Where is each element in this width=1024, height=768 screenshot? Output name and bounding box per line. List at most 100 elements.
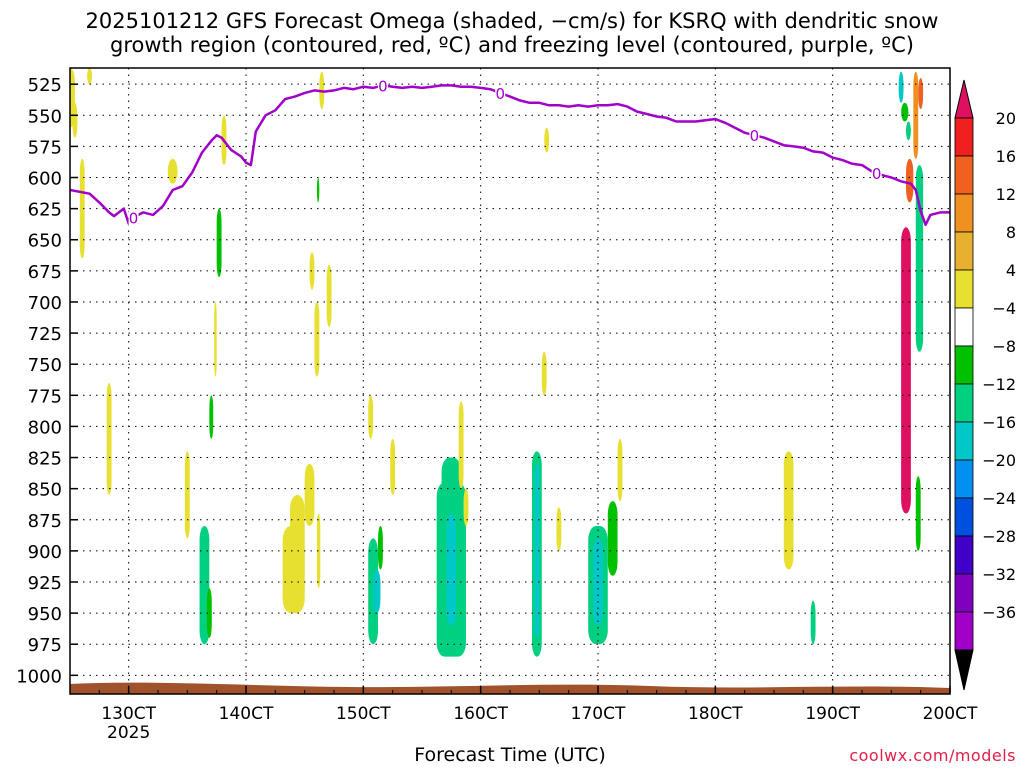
colorbar-box: [954, 535, 974, 575]
omega-cell: [901, 102, 909, 122]
y-tick-label: 575: [28, 137, 62, 158]
omega-cell: [206, 588, 212, 638]
omega-cell: [898, 71, 904, 103]
x-tick-label: 180CT: [688, 704, 743, 724]
colorbar-box: [954, 269, 974, 309]
contour-label-bg: [377, 77, 388, 94]
omega-cell: [378, 525, 383, 570]
colorbar-box: [954, 421, 974, 461]
y-tick-label: 700: [28, 293, 62, 314]
colorbar-label: 20: [996, 109, 1016, 128]
y-tick-label: 625: [28, 200, 62, 221]
y-tick-label: 550: [28, 106, 62, 127]
colorbar-label: 8: [1006, 223, 1016, 242]
colorbar-box: [954, 307, 974, 347]
ground-terrain: [70, 682, 950, 694]
omega-cell: [918, 77, 924, 110]
y-tick-label: 850: [28, 480, 62, 501]
x-tick-label: 130CT: [101, 704, 156, 724]
y-tick-label: 525: [28, 75, 62, 96]
colorbar-box: [954, 193, 974, 233]
y-tick-label: 600: [28, 169, 62, 190]
colorbar-label: 4: [1006, 261, 1016, 280]
contour-label-bg: [749, 127, 760, 144]
freezing-level-label: 0: [750, 127, 760, 145]
omega-cell: [446, 513, 457, 626]
omega-cell: [314, 301, 320, 377]
x-tick-label: 160CT: [453, 704, 508, 724]
y-tick-label: 1000: [16, 666, 62, 687]
omega-cell: [810, 600, 816, 645]
omega-cell: [463, 488, 469, 526]
omega-cell: [214, 301, 217, 377]
y-tick-label: 650: [28, 231, 62, 252]
omega-cell: [901, 227, 911, 514]
omega-cell: [216, 208, 222, 278]
x-tick-label: 140CT: [219, 704, 274, 724]
omega-cell: [72, 102, 78, 138]
chart-title-line2: growth region (contoured, red, ºC) and f…: [110, 33, 914, 57]
omega-cell: [607, 501, 618, 576]
colorbar-box: [954, 117, 974, 157]
colorbar-label: −32: [982, 565, 1016, 584]
colorbar-label: −12: [982, 375, 1016, 394]
freezing-level-label: 0: [378, 77, 388, 95]
x-tick-label: 170CT: [571, 704, 626, 724]
colorbar-label: −24: [982, 489, 1016, 508]
x-tick-label: 200CT: [923, 704, 978, 724]
freezing-level-label: 0: [495, 85, 505, 103]
y-tick-label: 975: [28, 635, 62, 656]
x-tick-label: 190CT: [805, 704, 860, 724]
contour-label-bg: [128, 209, 139, 226]
omega-cell: [167, 158, 178, 184]
omega-cell: [368, 395, 374, 439]
freezing-level-label: 0: [872, 165, 882, 183]
omega-cell: [906, 121, 911, 141]
colorbar-label: −28: [982, 527, 1016, 546]
omega-cell: [79, 158, 85, 259]
omega-cell: [290, 494, 305, 607]
y-tick-label: 900: [28, 542, 62, 563]
contour-label-bg: [495, 84, 506, 101]
omega-cell: [106, 382, 112, 495]
colorbar-label: −8: [992, 337, 1016, 356]
y-tick-label: 675: [28, 262, 62, 283]
omega-cell: [304, 463, 315, 526]
omega-cell: [209, 395, 214, 439]
credit-link[interactable]: coolwx.com/models: [849, 746, 1016, 765]
y-tick-label: 875: [28, 511, 62, 532]
freezing-level-label: 0: [129, 209, 139, 227]
colorbar-box: [954, 497, 974, 537]
colorbar-box: [954, 345, 974, 385]
omega-cell: [458, 401, 464, 489]
y-tick-label: 800: [28, 417, 62, 438]
y-tick-label: 725: [28, 324, 62, 345]
colorbar-box: [954, 573, 974, 613]
omega-cell: [184, 451, 190, 539]
omega-cell: [541, 351, 547, 396]
omega-cell: [544, 127, 550, 153]
colorbar-box: [954, 611, 974, 651]
chart-title-line1: 2025101212 GFS Forecast Omega (shaded, −…: [85, 9, 939, 33]
omega-cell: [326, 264, 332, 327]
colorbar-box: [954, 383, 974, 423]
omega-cell: [316, 513, 321, 589]
omega-cell: [906, 158, 914, 203]
omega-cell: [783, 451, 794, 570]
contour-label-bg: [871, 165, 882, 182]
x-year-label: 2025: [107, 723, 150, 743]
omega-cell: [373, 569, 381, 614]
colorbar-label: −20: [982, 451, 1016, 470]
plot-area: [70, 68, 950, 694]
omega-cell: [390, 438, 396, 495]
omega-cell: [617, 438, 623, 502]
colorbar-label: 16: [996, 147, 1016, 166]
omega-cell: [87, 68, 92, 85]
colorbar-box: [954, 459, 974, 499]
x-axis-title: Forecast Time (UTC): [414, 744, 606, 766]
x-tick-label: 150CT: [336, 704, 391, 724]
y-tick-label: 925: [28, 573, 62, 594]
omega-cell: [316, 177, 320, 203]
omega-cell: [556, 507, 562, 551]
